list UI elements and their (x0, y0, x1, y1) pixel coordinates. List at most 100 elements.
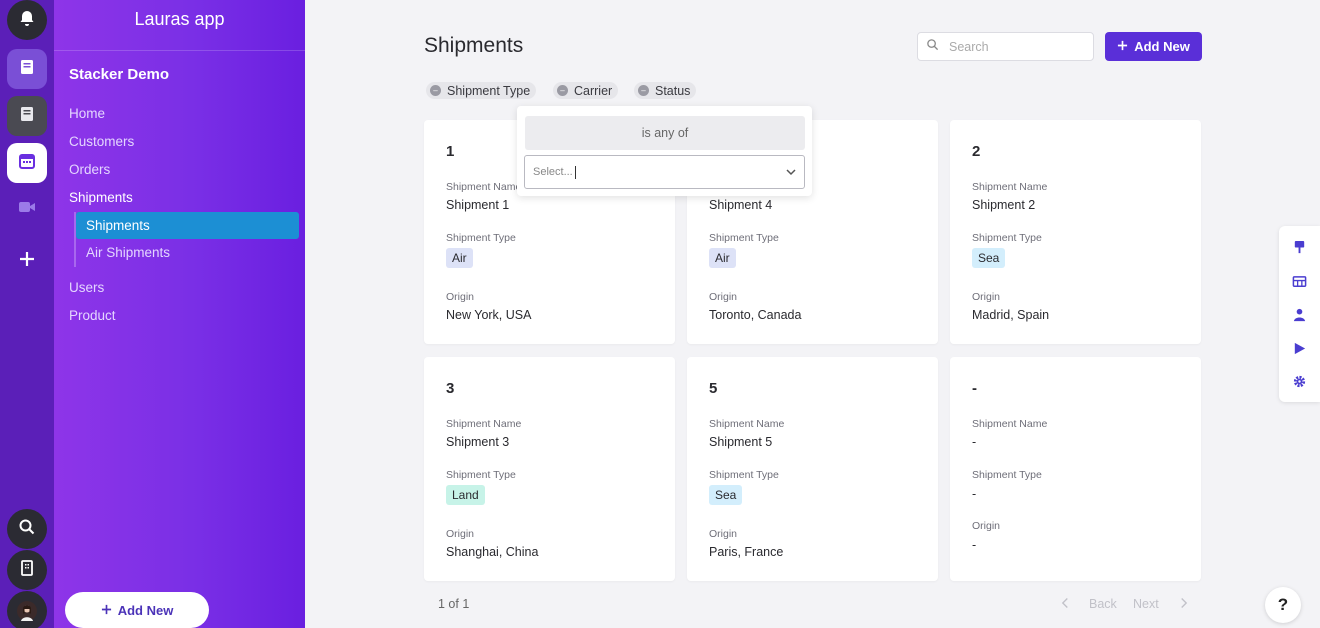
notifications-button[interactable] (7, 0, 47, 40)
page-title: Shipments (424, 34, 524, 57)
field-value: Paris, France (709, 545, 784, 559)
text-caret (574, 165, 576, 179)
filter-label: Carrier (574, 83, 613, 98)
workspace-button[interactable] (7, 550, 47, 590)
field-label: Shipment Name (972, 418, 1048, 430)
sidebar-item-orders[interactable]: Orders (69, 162, 111, 177)
status-filter-popover: is any of Select... (517, 106, 812, 196)
record-card[interactable]: 2 Shipment Name Shipment 2 Shipment Type… (950, 120, 1201, 344)
app-title: Lauras app (134, 9, 225, 29)
remove-filter-icon[interactable]: – (430, 85, 441, 96)
chevron-right-icon[interactable] (1179, 597, 1188, 612)
field-value: Shipment 4 (709, 198, 773, 212)
sidebar-item-shipments[interactable]: Shipments (69, 190, 133, 205)
sidebar-item-home[interactable]: Home (69, 106, 106, 121)
rail-app-4[interactable] (7, 189, 47, 229)
add-new-label: Add New (1134, 39, 1190, 54)
sidebar-subitem-shipments[interactable]: Shipments (76, 212, 299, 239)
field-value: Shipment 3 (446, 435, 510, 449)
field-value: - (972, 487, 977, 501)
card-id: - (972, 380, 977, 397)
field-value: Shipment 1 (446, 198, 510, 212)
field-label: Shipment Type (446, 232, 516, 244)
filter-carrier[interactable]: – Carrier (553, 82, 619, 99)
sidebar-item-customers[interactable]: Customers (69, 134, 135, 149)
paint-icon[interactable] (1292, 240, 1307, 255)
field-label: Shipment Type (709, 232, 779, 244)
field-value: New York, USA (446, 308, 532, 322)
chevron-down-icon[interactable] (784, 165, 798, 179)
bell-icon (17, 8, 37, 33)
sidebar-divider (54, 50, 305, 51)
add-new-button[interactable]: Add New (1105, 32, 1202, 61)
field-label: Origin (709, 528, 738, 540)
type-tag: Sea (972, 248, 1006, 268)
app-rail (0, 0, 54, 628)
filter-label: Status (655, 83, 691, 98)
record-card[interactable]: 5 Shipment Name Shipment 5 Shipment Type… (687, 357, 938, 581)
sidebar-add-new-button[interactable]: Add New (65, 592, 209, 628)
gear-icon[interactable] (1292, 374, 1307, 389)
field-label: Shipment Type (446, 469, 516, 481)
filter-label: Shipment Type (447, 83, 531, 98)
filter-value-select[interactable]: Select... (524, 155, 805, 189)
field-value: Shipment 5 (709, 435, 773, 449)
rail-app-1[interactable] (7, 49, 47, 89)
card-id: 1 (446, 143, 455, 160)
record-card[interactable]: - Shipment Name - Shipment Type - Origin… (950, 357, 1201, 581)
filter-shipment-type[interactable]: – Shipment Type (426, 82, 537, 99)
type-tag: Air (709, 248, 736, 268)
workspace-name[interactable]: Stacker Demo (69, 66, 170, 83)
search-icon (926, 38, 939, 56)
play-icon[interactable] (1292, 341, 1307, 356)
field-value: Shanghai, China (446, 545, 539, 559)
sidebar: Lauras app Stacker Demo Home Customers O… (54, 0, 305, 628)
plus-icon (101, 603, 112, 618)
card-id: 3 (446, 380, 455, 397)
global-search-button[interactable] (7, 509, 47, 549)
field-value: - (972, 435, 977, 449)
field-label: Origin (446, 528, 475, 540)
type-tag: Land (446, 485, 485, 505)
field-label: Shipment Name (446, 181, 522, 193)
filter-status[interactable]: – Status (634, 82, 697, 99)
book-icon (17, 57, 37, 82)
rail-app-stacker-demo[interactable] (7, 143, 47, 183)
field-label: Shipment Type (709, 469, 779, 481)
field-label: Shipment Type (972, 469, 1042, 481)
remove-filter-icon[interactable]: – (638, 85, 649, 96)
type-tag: Air (446, 248, 473, 268)
field-value: Shipment 2 (972, 198, 1036, 212)
field-label: Shipment Name (709, 418, 785, 430)
user-icon[interactable] (1292, 307, 1307, 322)
chevron-left-icon[interactable] (1061, 597, 1070, 612)
field-label: Shipment Type (972, 232, 1042, 244)
sidebar-subitem-air-shipments[interactable]: Air Shipments (86, 245, 171, 260)
select-placeholder: Select... (533, 166, 573, 178)
record-card[interactable]: 3 Shipment Name Shipment 3 Shipment Type… (424, 357, 675, 581)
help-button[interactable]: ? (1265, 587, 1301, 623)
plus-icon (1117, 39, 1128, 54)
rail-app-2[interactable] (7, 96, 47, 136)
remove-filter-icon[interactable]: – (557, 85, 568, 96)
building-icon (17, 558, 37, 583)
search-box[interactable] (917, 32, 1094, 61)
card-id: 5 (709, 380, 718, 397)
back-button[interactable]: Back (1089, 597, 1117, 611)
avatar[interactable] (7, 591, 47, 628)
search-input[interactable] (949, 39, 1089, 54)
field-value: Madrid, Spain (972, 308, 1050, 322)
sidebar-item-product[interactable]: Product (69, 308, 116, 323)
next-button[interactable]: Next (1133, 597, 1159, 611)
right-toolbar (1279, 226, 1320, 402)
field-label: Origin (972, 520, 1001, 532)
add-app-button[interactable] (7, 241, 47, 281)
record-card[interactable]: 1 Shipment Name Shipment 1 Shipment Type… (424, 120, 675, 344)
field-label: Shipment Name (972, 181, 1048, 193)
sidebar-item-users[interactable]: Users (69, 280, 105, 295)
field-label: Origin (446, 291, 475, 303)
field-value: - (972, 538, 977, 552)
filter-operator[interactable]: is any of (525, 116, 805, 150)
table-icon[interactable] (1292, 274, 1307, 289)
card-id: 2 (972, 143, 981, 160)
